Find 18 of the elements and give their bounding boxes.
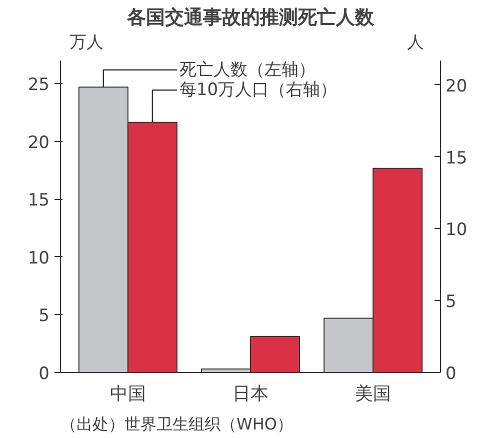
y-tick-label: 25 [28, 75, 50, 96]
series-label: 每10万人口（右轴） [179, 80, 338, 100]
y2-tick-label: 20 [446, 76, 468, 96]
y-tick-label: 10 [28, 248, 50, 268]
y-tick-label: 20 [28, 132, 50, 153]
y2-tick-label: 0 [446, 364, 456, 384]
chart-title: 各国交通事故的推测死亡人数 [126, 6, 375, 28]
y2-tick-label: 15 [446, 148, 468, 168]
text: （出处）世界卫生组织（WHO） [60, 414, 293, 434]
x-tick-label: 日本 [232, 384, 268, 404]
x-tick-label: 美国 [355, 384, 392, 404]
y-tick-label: 15 [28, 190, 50, 211]
y-tick-label: 5 [38, 306, 50, 326]
legend-label: 死亡人数（左轴） [179, 60, 316, 80]
y2-tick-label: 5 [446, 292, 456, 312]
y2-tick-label: 10 [446, 220, 468, 240]
x-tick-label: 中国 [110, 384, 146, 404]
y-tick-label: 0 [38, 364, 50, 384]
